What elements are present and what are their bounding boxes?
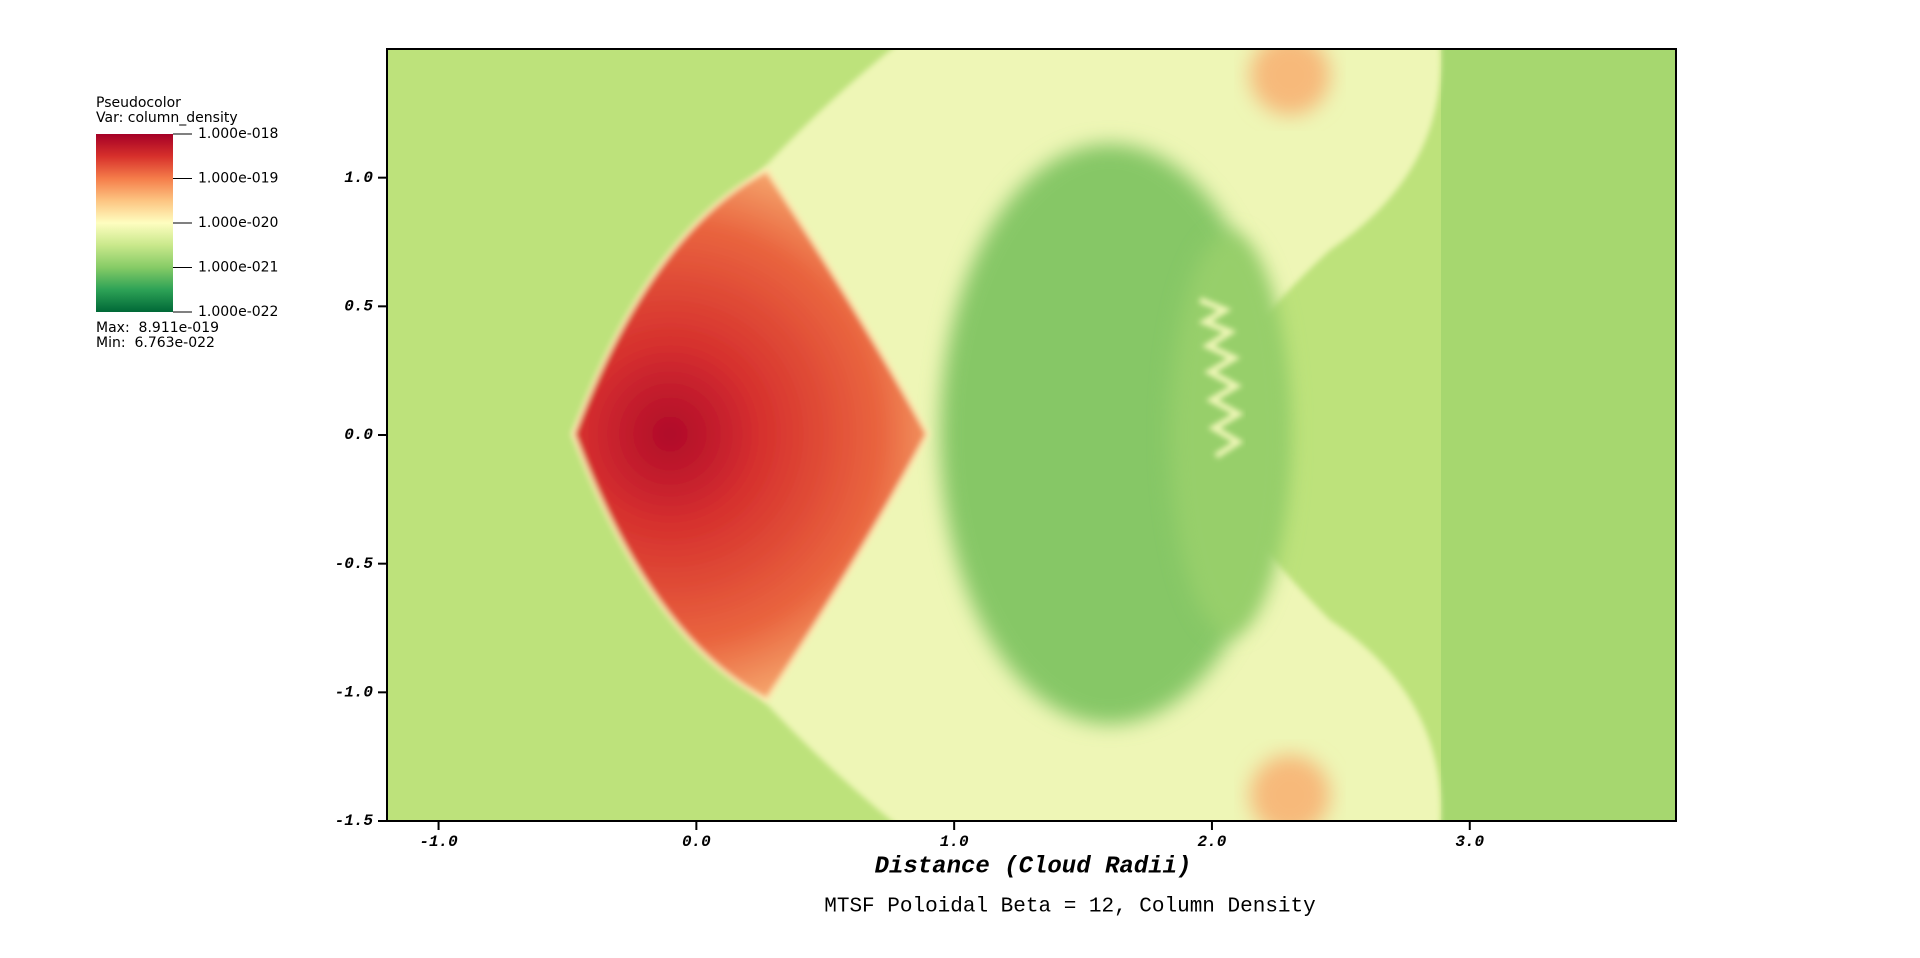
legend-min: Min: 6.763e-022 [96, 335, 215, 351]
colorbar [96, 134, 173, 312]
y-tick-label: 1.0 [344, 169, 373, 187]
colorbar-tick-label: 1.000e-019 [198, 171, 278, 187]
legend-max: Max: 8.911e-019 [96, 320, 219, 336]
y-tick-label: -0.5 [335, 555, 374, 573]
heatmap-field [387, 49, 1676, 821]
x-axis-title: Distance (Cloud Radii) [875, 853, 1192, 880]
x-tick-label: 1.0 [940, 833, 969, 851]
y-tick-label: -1.5 [335, 812, 374, 830]
colorbar-tick-label: 1.000e-020 [198, 215, 278, 231]
y-tick-label: -1.0 [335, 684, 374, 702]
legend-title: Pseudocolor [96, 95, 181, 111]
legend-variable: Var: column_density [96, 110, 238, 126]
y-tick-label: 0.0 [344, 426, 373, 444]
x-tick-label: 3.0 [1455, 833, 1484, 851]
chart-title: MTSF Poloidal Beta = 12, Column Density [824, 896, 1315, 919]
x-tick-label: -1.0 [419, 833, 458, 851]
x-tick-label: 2.0 [1198, 833, 1227, 851]
colorbar-tick-label: 1.000e-018 [198, 126, 278, 142]
colorbar-tick-label: 1.000e-021 [198, 260, 278, 276]
colorbar-tick-label: 1.000e-022 [198, 304, 278, 320]
x-tick-label: 0.0 [682, 833, 711, 851]
y-tick-label: 0.5 [344, 298, 373, 316]
